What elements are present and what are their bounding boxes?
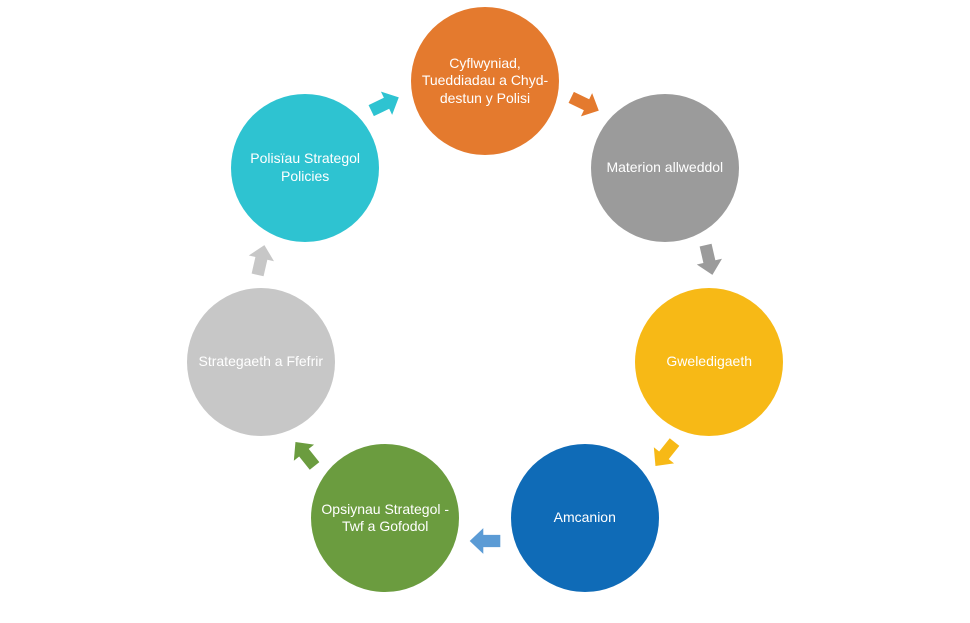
- cycle-diagram: Cyflwyniad, Tueddiadau a Chyd-destun y P…: [0, 0, 970, 623]
- cycle-node: Cyflwyniad, Tueddiadau a Chyd-destun y P…: [411, 7, 559, 155]
- cycle-node: Amcanion: [511, 444, 659, 592]
- cycle-node-label: Gweledigaeth: [645, 353, 773, 371]
- cycle-node-label: Opsiynau Strategol - Twf a Gofodol: [321, 501, 449, 536]
- cycle-node-label: Polisïau Strategol Policies: [241, 150, 369, 185]
- cycle-arrow: [240, 239, 281, 280]
- cycle-arrow: [363, 81, 408, 126]
- cycle-node-label: Cyflwyniad, Tueddiadau a Chyd-destun y P…: [421, 55, 549, 108]
- cycle-node: Strategaeth a Ffefrir: [187, 288, 335, 436]
- cycle-node: Gweledigaeth: [635, 288, 783, 436]
- cycle-arrow: [281, 431, 329, 479]
- cycle-node: Opsiynau Strategol - Twf a Gofodol: [311, 444, 459, 592]
- cycle-arrow: [562, 81, 607, 126]
- cycle-node: Polisïau Strategol Policies: [231, 94, 379, 242]
- cycle-arrow: [689, 239, 730, 280]
- cycle-arrow: [641, 431, 689, 479]
- cycle-node: Materion allweddol: [591, 94, 739, 242]
- cycle-arrow: [468, 524, 502, 558]
- cycle-node-label: Materion allweddol: [601, 159, 729, 177]
- cycle-node-label: Amcanion: [521, 509, 649, 527]
- cycle-node-label: Strategaeth a Ffefrir: [197, 353, 325, 371]
